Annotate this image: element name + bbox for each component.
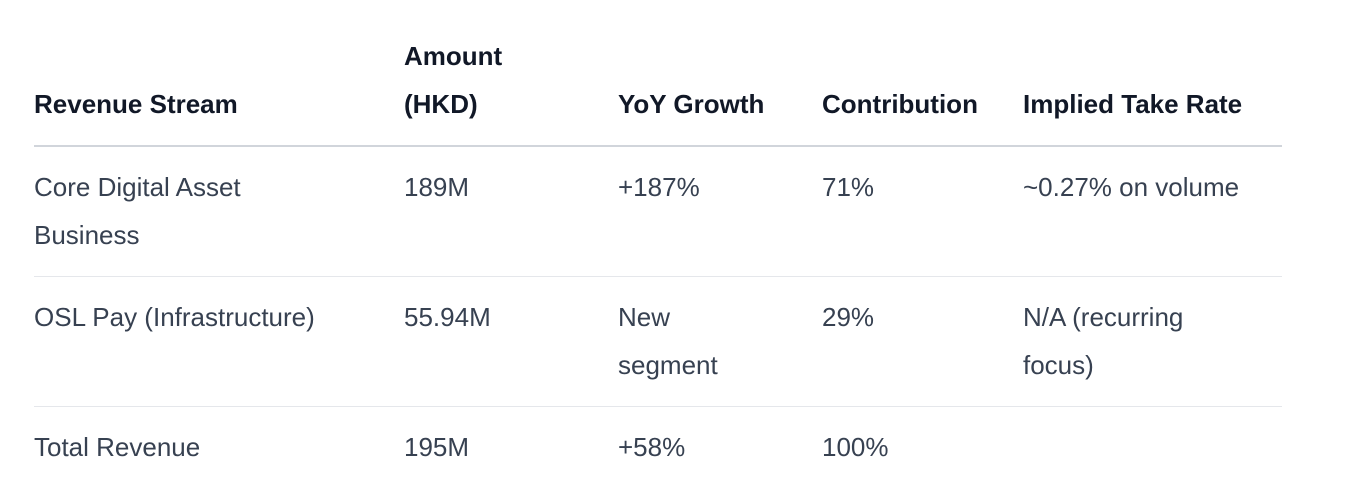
table-header: Revenue Stream Amount (HKD) YoY Growth C… xyxy=(34,0,1282,147)
cell-yoy-growth: +58% xyxy=(618,432,686,462)
header-yoy-growth: YoY Growth xyxy=(618,0,822,147)
cell-text: N/A (recurring focus) xyxy=(1023,302,1184,380)
table-body: Core Digital Asset Business 189M +187% 7… xyxy=(34,146,1282,471)
cell-text: New segment xyxy=(618,302,718,380)
cell-revenue-stream: Total Revenue xyxy=(34,432,201,462)
cell-amount: 189M xyxy=(404,146,618,277)
cell-contribution: 71% xyxy=(822,146,1023,277)
cell-text: Core Digital Asset Business xyxy=(34,172,241,250)
cell-contribution: 100% xyxy=(822,432,889,462)
cell-revenue-stream: Core Digital Asset Business xyxy=(34,146,404,277)
header-row: Revenue Stream Amount (HKD) YoY Growth C… xyxy=(34,0,1282,147)
cell-implied-take-rate xyxy=(1023,407,1282,472)
cell-amount: 195M xyxy=(404,432,470,462)
header-revenue-stream: Revenue Stream xyxy=(34,0,404,147)
cell-yoy-growth: +187% xyxy=(618,146,822,277)
table-row: Total Revenue 195M +58% 100% xyxy=(34,407,1282,472)
header-implied-take-rate: Implied Take Rate xyxy=(1023,0,1282,147)
cell-implied-take-rate: ~0.27% on volume xyxy=(1023,146,1282,277)
revenue-table: Revenue Stream Amount (HKD) YoY Growth C… xyxy=(34,0,1282,471)
cell-contribution: 29% xyxy=(822,276,1023,407)
table-row: OSL Pay (Infrastructure) 55.94M New segm… xyxy=(34,276,1282,407)
cell-revenue-stream: OSL Pay (Infrastructure) xyxy=(34,276,404,407)
header-contribution: Contribution xyxy=(822,0,1023,147)
table-row: Core Digital Asset Business 189M +187% 7… xyxy=(34,146,1282,277)
header-amount: Amount (HKD) xyxy=(404,0,618,147)
header-amount-label: Amount (HKD) xyxy=(404,41,503,119)
cell-yoy-growth: New segment xyxy=(618,276,822,407)
revenue-table-container: Revenue Stream Amount (HKD) YoY Growth C… xyxy=(34,0,1282,471)
cell-amount: 55.94M xyxy=(404,276,618,407)
cell-implied-take-rate: N/A (recurring focus) xyxy=(1023,276,1282,407)
